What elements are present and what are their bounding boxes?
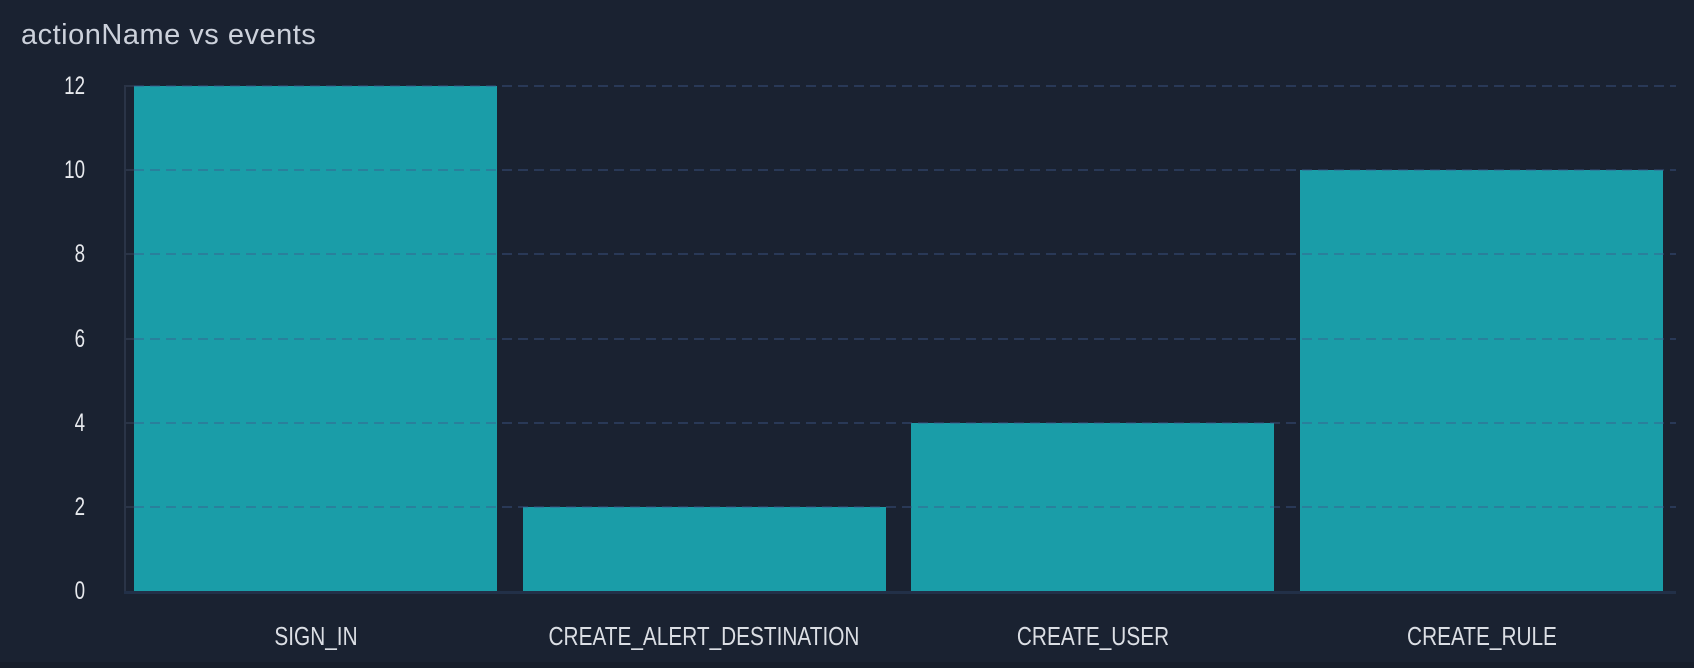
y-tick-mark bbox=[124, 85, 134, 87]
x-category-label: SIGN_IN bbox=[273, 621, 358, 651]
y-tick-label: 2 bbox=[74, 492, 85, 521]
gridline-4 bbox=[134, 421, 1676, 424]
y-tick-mark bbox=[124, 421, 134, 424]
bar-create-alert-destination[interactable] bbox=[522, 506, 886, 591]
x-category-label: CREATE_RULE bbox=[1406, 621, 1557, 651]
y-tick-label: 12 bbox=[64, 72, 85, 100]
y-tick-mark bbox=[124, 337, 134, 340]
y-tick-label: 10 bbox=[64, 156, 85, 185]
gridline-8 bbox=[134, 253, 1676, 256]
gridline-10 bbox=[134, 169, 1676, 172]
x-category-label: CREATE_ALERT_DESTINATION bbox=[548, 621, 860, 651]
bar-create-rule[interactable] bbox=[1300, 170, 1664, 591]
y-tick-mark bbox=[124, 505, 134, 508]
y-tick-label: 6 bbox=[74, 324, 85, 353]
gridline-6 bbox=[134, 337, 1676, 340]
x-category-label: CREATE_USER bbox=[1016, 621, 1169, 651]
y-tick-mark bbox=[124, 253, 134, 256]
gridline-2 bbox=[134, 505, 1676, 508]
bar-sign-in[interactable] bbox=[134, 86, 497, 591]
y-tick-label: 4 bbox=[74, 408, 85, 437]
gridline-12 bbox=[134, 85, 1676, 87]
bar-create-user[interactable] bbox=[911, 422, 1275, 591]
chart-title: actionName vs events bbox=[21, 19, 317, 51]
y-tick-label: 0 bbox=[74, 577, 85, 605]
y-tick-mark bbox=[124, 169, 134, 172]
y-tick-label: 8 bbox=[74, 240, 85, 269]
x-axis-line bbox=[124, 591, 1676, 594]
bottom-edge bbox=[0, 662, 1694, 668]
